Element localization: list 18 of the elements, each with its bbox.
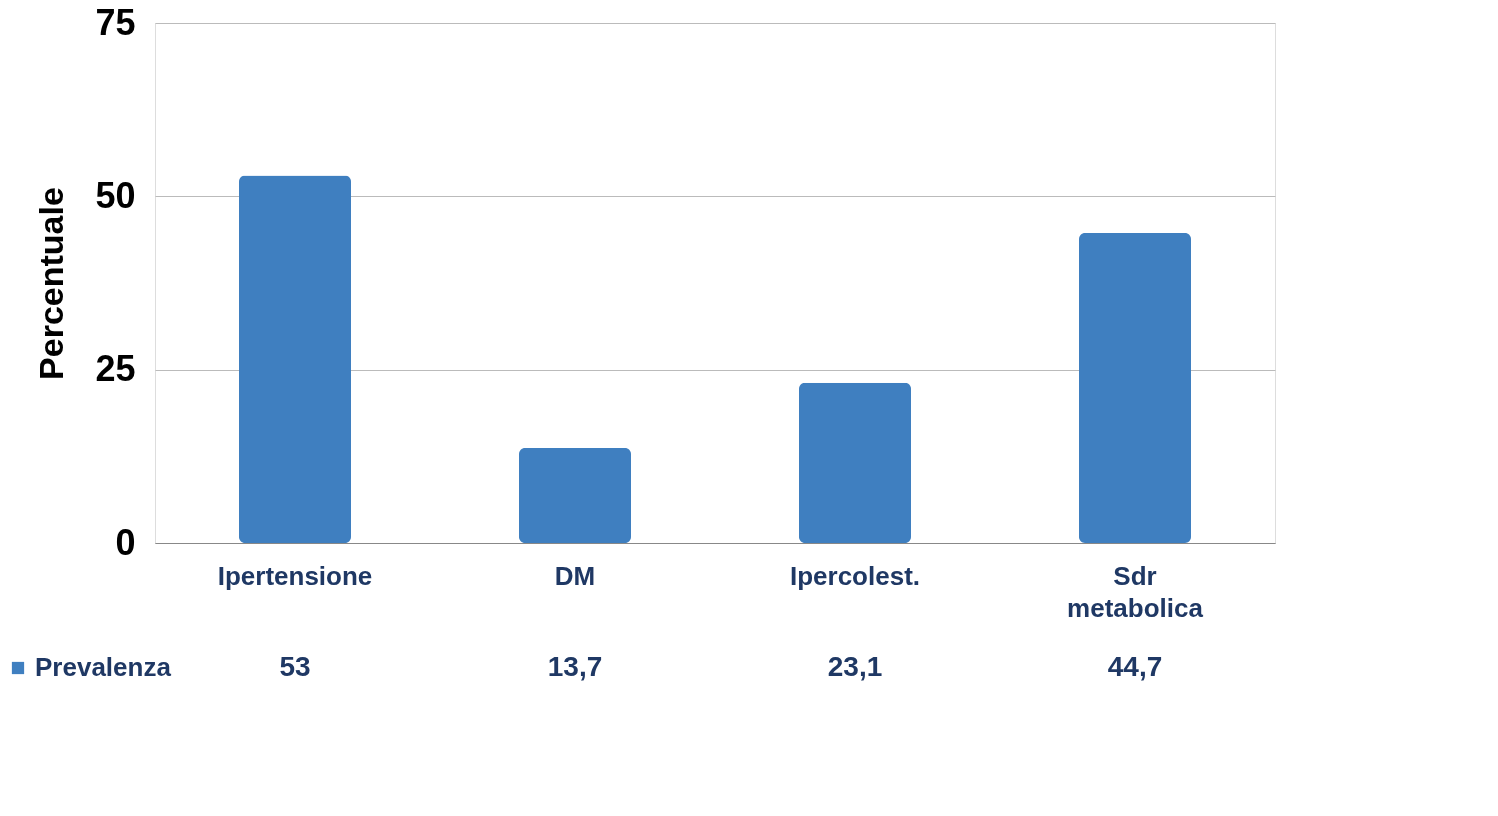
y-axis-title: Percentuale [32,187,71,380]
legend-label: Prevalenza [35,652,172,682]
y-tick-label: 75 [95,1,136,43]
bar [799,382,911,543]
y-tick-label: 50 [95,174,136,216]
x-tick-label: DM [554,560,596,591]
y-tick-label: 0 [115,521,136,563]
bar [1079,233,1191,543]
y-tick-label: 25 [95,348,136,390]
x-tick-label: Sdr metabolica [1067,560,1204,623]
data-label: 13,7 [547,651,603,682]
x-tick-label: Ipertensione [217,560,373,591]
x-tick-label: Ipercolest. [789,560,921,591]
bar [239,175,351,543]
bar [519,448,631,543]
data-label: 23,1 [827,651,883,682]
data-label: 53 [279,651,311,682]
data-label: 44,7 [1107,651,1163,682]
